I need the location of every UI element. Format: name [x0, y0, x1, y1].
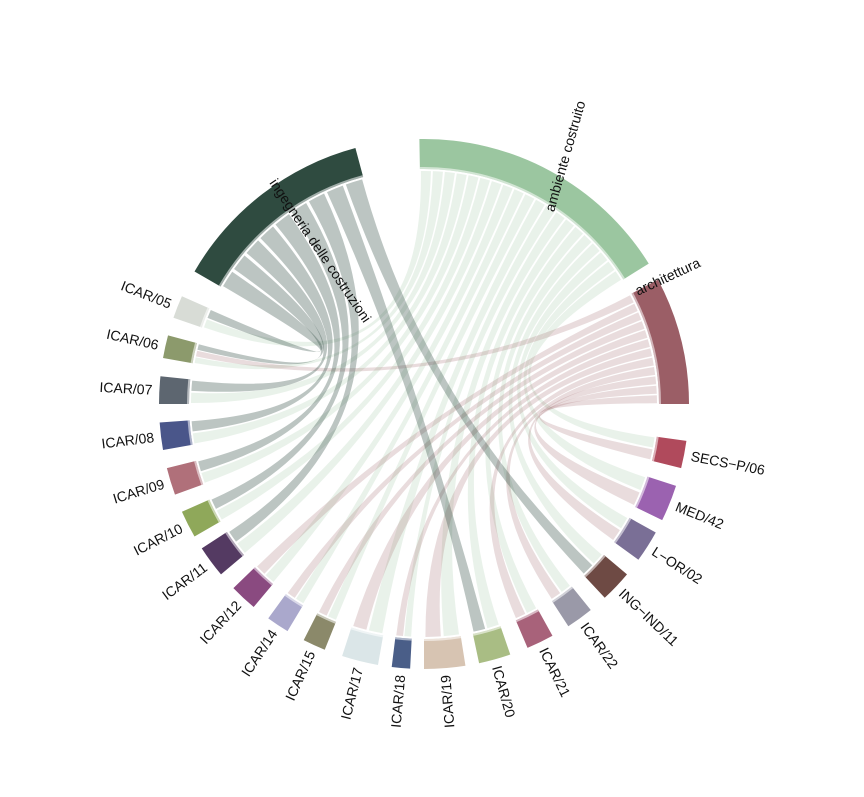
ribbon-ambiente-ing-ind-11	[508, 243, 602, 564]
arc-icar-19	[424, 636, 466, 669]
arc-edge-icar-10	[207, 499, 221, 523]
arc-edge-icar-09	[194, 460, 204, 486]
group-label-l-or-02: L−OR/02	[649, 543, 705, 587]
ribbon-architettura-icar-06	[195, 295, 634, 372]
group-label-icar-07: ICAR/07	[99, 379, 153, 398]
group-label-icar-14: ICAR/14	[238, 626, 281, 679]
arc-icar-10	[181, 499, 221, 537]
group-label-ing-ind-11: ING−IND/11	[616, 585, 682, 649]
ribbon-architettura-icar-21	[489, 357, 654, 619]
arc-icar-17	[342, 627, 384, 665]
arc-edge-l-or-02	[614, 517, 632, 544]
arc-icar-20	[472, 626, 511, 664]
arc-architettura	[631, 279, 689, 404]
ribbon-ingegneria-icar-06	[197, 255, 324, 365]
arc-icar-12	[233, 567, 273, 608]
ribbon-ambiente-icar-22	[498, 234, 592, 592]
arc-edge-icar-08	[187, 420, 193, 446]
ribbon-architettura-secs-p-06	[538, 395, 657, 460]
group-label-icar-08: ICAR/08	[101, 429, 156, 451]
arc-edge-icar-20	[472, 626, 502, 636]
ribbon-ambiente-icar-08	[192, 173, 467, 444]
arc-layer	[159, 139, 689, 669]
group-label-icar-19: ICAR/19	[437, 674, 457, 728]
arc-edge-icar-17	[350, 627, 384, 638]
ribbon-ambiente-med-42	[523, 261, 646, 491]
group-label-icar-11: ICAR/11	[159, 559, 210, 603]
group-label-icar-17: ICAR/17	[338, 666, 366, 721]
ribbon-ingegneria-ing-ind-11	[345, 179, 593, 574]
ribbon-ambiente-l-or-02	[517, 252, 628, 529]
arc-edge-ing-ind-11	[584, 555, 606, 578]
arc-edge-icar-18	[395, 637, 412, 641]
ribbon-layer	[191, 171, 657, 637]
group-label-icar-09: ICAR/09	[111, 476, 166, 507]
ribbon-ingegneria-icar-10	[211, 203, 349, 509]
arc-edge-icar-14	[284, 594, 303, 608]
ribbon-ambiente-icar-14	[296, 189, 524, 604]
ribbon-ambiente-icar-17	[368, 199, 545, 634]
arc-edge-secs-p-06	[652, 436, 659, 462]
group-label-icar-05: ICAR/05	[119, 277, 174, 311]
ribbon-ingegneria-icar-05	[207, 271, 323, 352]
arc-edge-icar-15	[316, 613, 336, 624]
group-label-icar-15: ICAR/15	[282, 648, 319, 703]
arc-edge-icar-19	[424, 636, 462, 641]
ribbon-ambiente-icar-05	[203, 171, 431, 347]
ribbon-ingegneria-icar-08	[191, 226, 333, 432]
arc-icar-05	[173, 296, 210, 328]
arc-icar-09	[166, 460, 204, 495]
arc-icar-15	[303, 613, 336, 650]
ribbon-architettura-icar-18	[396, 339, 650, 637]
arc-edge-icar-07	[187, 379, 191, 404]
arc-edge-icar-11	[225, 531, 244, 557]
ribbon-architettura-med-42	[534, 385, 657, 505]
arc-icar-21	[515, 609, 553, 648]
group-label-icar-12: ICAR/12	[196, 597, 244, 647]
ribbon-ambiente-icar-15	[328, 194, 535, 620]
arc-edge-icar-05	[199, 307, 210, 328]
arc-icar-07	[159, 376, 191, 404]
arc-secs-p-06	[652, 436, 687, 469]
arc-icar-08	[159, 420, 193, 451]
group-label-icar-21: ICAR/21	[536, 645, 574, 700]
arc-icar-18	[391, 637, 412, 669]
group-label-icar-22: ICAR/22	[577, 619, 621, 671]
group-label-icar-06: ICAR/06	[105, 326, 160, 353]
group-label-icar-10: ICAR/10	[131, 520, 186, 558]
arc-edge-icar-12	[253, 567, 273, 586]
ribbon-ambiente-icar-20	[467, 219, 574, 629]
group-label-icar-20: ICAR/20	[489, 664, 519, 719]
group-label-secs-p-06: SECS−P/06	[689, 448, 766, 478]
arc-edge-icar-21	[515, 609, 539, 623]
ribbon-ingegneria-icar-20	[327, 185, 486, 632]
arc-edge-icar-22	[551, 586, 574, 603]
arc-icar-14	[268, 594, 303, 632]
arc-icar-06	[163, 335, 198, 364]
ribbon-ambiente-icar-19	[441, 212, 565, 637]
group-label-icar-18: ICAR/18	[388, 674, 409, 728]
arc-edge-icar-06	[190, 342, 198, 364]
arc-edge-ambiente	[419, 167, 625, 280]
arc-edge-med-42	[635, 476, 650, 508]
group-label-med-42: MED/42	[673, 498, 726, 532]
